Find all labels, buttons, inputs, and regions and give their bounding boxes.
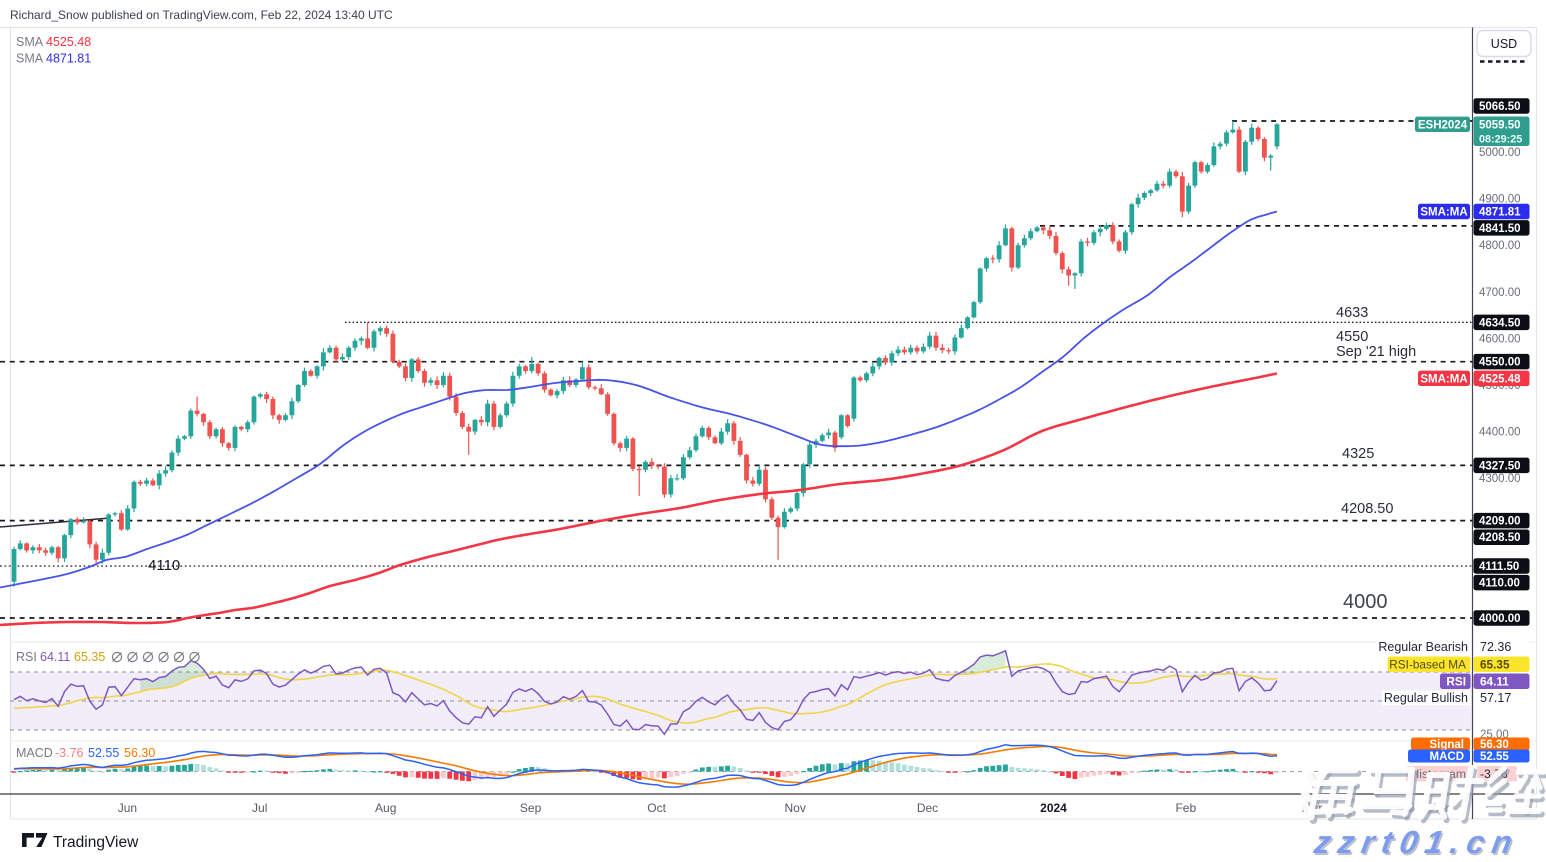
svg-text:4209.00: 4209.00 bbox=[1479, 516, 1521, 528]
svg-text:RSI: RSI bbox=[1446, 675, 1466, 689]
svg-text:4110: 4110 bbox=[148, 557, 180, 574]
svg-text:RSI: RSI bbox=[16, 650, 37, 664]
svg-text:RSI-based MA: RSI-based MA bbox=[1389, 658, 1466, 672]
svg-text:zzrt01.cn: zzrt01.cn bbox=[1311, 824, 1523, 857]
svg-text:4111.50: 4111.50 bbox=[1479, 561, 1519, 573]
svg-text:56.30: 56.30 bbox=[124, 746, 155, 760]
svg-text:TradingView: TradingView bbox=[53, 834, 139, 851]
svg-text:Oct: Oct bbox=[647, 801, 666, 815]
svg-text:Feb: Feb bbox=[1175, 801, 1196, 815]
svg-text:Jul: Jul bbox=[252, 801, 267, 815]
svg-text:MACD: MACD bbox=[1430, 751, 1465, 763]
svg-text:SMA: SMA bbox=[16, 52, 44, 66]
svg-text:4208.50: 4208.50 bbox=[1479, 532, 1521, 544]
svg-text:SMA: SMA bbox=[16, 35, 44, 49]
svg-text:-3.76: -3.76 bbox=[55, 746, 84, 760]
svg-text:52.55: 52.55 bbox=[1480, 751, 1509, 763]
svg-text:Sep: Sep bbox=[520, 801, 542, 815]
svg-text:4550.00: 4550.00 bbox=[1479, 357, 1521, 369]
svg-text:zzrt01.cn: zzrt01.cn bbox=[1312, 826, 1524, 857]
svg-text:57.17: 57.17 bbox=[1480, 691, 1511, 705]
svg-text:4000.00: 4000.00 bbox=[1479, 613, 1521, 625]
svg-text:4400.00: 4400.00 bbox=[1479, 427, 1521, 439]
svg-text:2024: 2024 bbox=[1040, 801, 1067, 815]
svg-text:72.36: 72.36 bbox=[1480, 640, 1511, 654]
svg-text:Signal: Signal bbox=[1429, 739, 1464, 751]
svg-text:4900.00: 4900.00 bbox=[1479, 194, 1521, 206]
svg-text:64.11: 64.11 bbox=[40, 650, 70, 664]
svg-text:5059.50: 5059.50 bbox=[1479, 120, 1521, 132]
svg-text:4110.00: 4110.00 bbox=[1479, 578, 1520, 590]
svg-text:65.35: 65.35 bbox=[1480, 658, 1510, 672]
svg-text:4325: 4325 bbox=[1342, 446, 1374, 462]
svg-text:Sep '21 high: Sep '21 high bbox=[1336, 344, 1416, 360]
svg-text:4841.50: 4841.50 bbox=[1479, 223, 1521, 235]
svg-text:4634.50: 4634.50 bbox=[1479, 317, 1521, 329]
svg-text:5000.00: 5000.00 bbox=[1479, 147, 1521, 159]
svg-text:SMA:MA: SMA:MA bbox=[1420, 373, 1467, 385]
svg-text:USD: USD bbox=[1491, 37, 1517, 51]
svg-text:Regular Bullish: Regular Bullish bbox=[1384, 691, 1468, 705]
svg-text:Jun: Jun bbox=[118, 801, 137, 815]
svg-text:ESH2024: ESH2024 bbox=[1418, 119, 1468, 131]
svg-text:4300.00: 4300.00 bbox=[1479, 473, 1521, 485]
svg-text:5066.50: 5066.50 bbox=[1479, 101, 1521, 113]
svg-text:Aug: Aug bbox=[375, 801, 396, 815]
svg-text:4000: 4000 bbox=[1343, 591, 1388, 613]
svg-text:4550: 4550 bbox=[1336, 329, 1368, 345]
svg-text:SMA:MA: SMA:MA bbox=[1420, 207, 1467, 219]
svg-text:4327.50: 4327.50 bbox=[1479, 460, 1521, 472]
svg-text:52.55: 52.55 bbox=[88, 746, 119, 760]
svg-text:4525.48: 4525.48 bbox=[1479, 373, 1521, 385]
svg-text:4700.00: 4700.00 bbox=[1479, 287, 1521, 299]
svg-text:4871.81: 4871.81 bbox=[1479, 207, 1521, 219]
svg-text:56.30: 56.30 bbox=[1480, 739, 1509, 751]
svg-text:Nov: Nov bbox=[785, 801, 806, 815]
svg-text:Dec: Dec bbox=[917, 801, 938, 815]
svg-text:Regular Bearish: Regular Bearish bbox=[1378, 640, 1468, 654]
svg-text:08:29:25: 08:29:25 bbox=[1479, 134, 1522, 146]
svg-text:4800.00: 4800.00 bbox=[1479, 240, 1521, 252]
svg-text:4633: 4633 bbox=[1336, 305, 1368, 321]
svg-text:MACD: MACD bbox=[16, 746, 53, 760]
svg-text:4525.48: 4525.48 bbox=[46, 35, 91, 49]
svg-text:4871.81: 4871.81 bbox=[46, 52, 91, 66]
svg-text:65.35: 65.35 bbox=[74, 650, 105, 664]
svg-text:Richard_Snow published on Trad: Richard_Snow published on TradingView.co… bbox=[10, 8, 393, 22]
svg-text:4600.00: 4600.00 bbox=[1479, 333, 1521, 345]
svg-text:64.11: 64.11 bbox=[1480, 675, 1509, 689]
svg-text:4208.50: 4208.50 bbox=[1341, 501, 1393, 517]
